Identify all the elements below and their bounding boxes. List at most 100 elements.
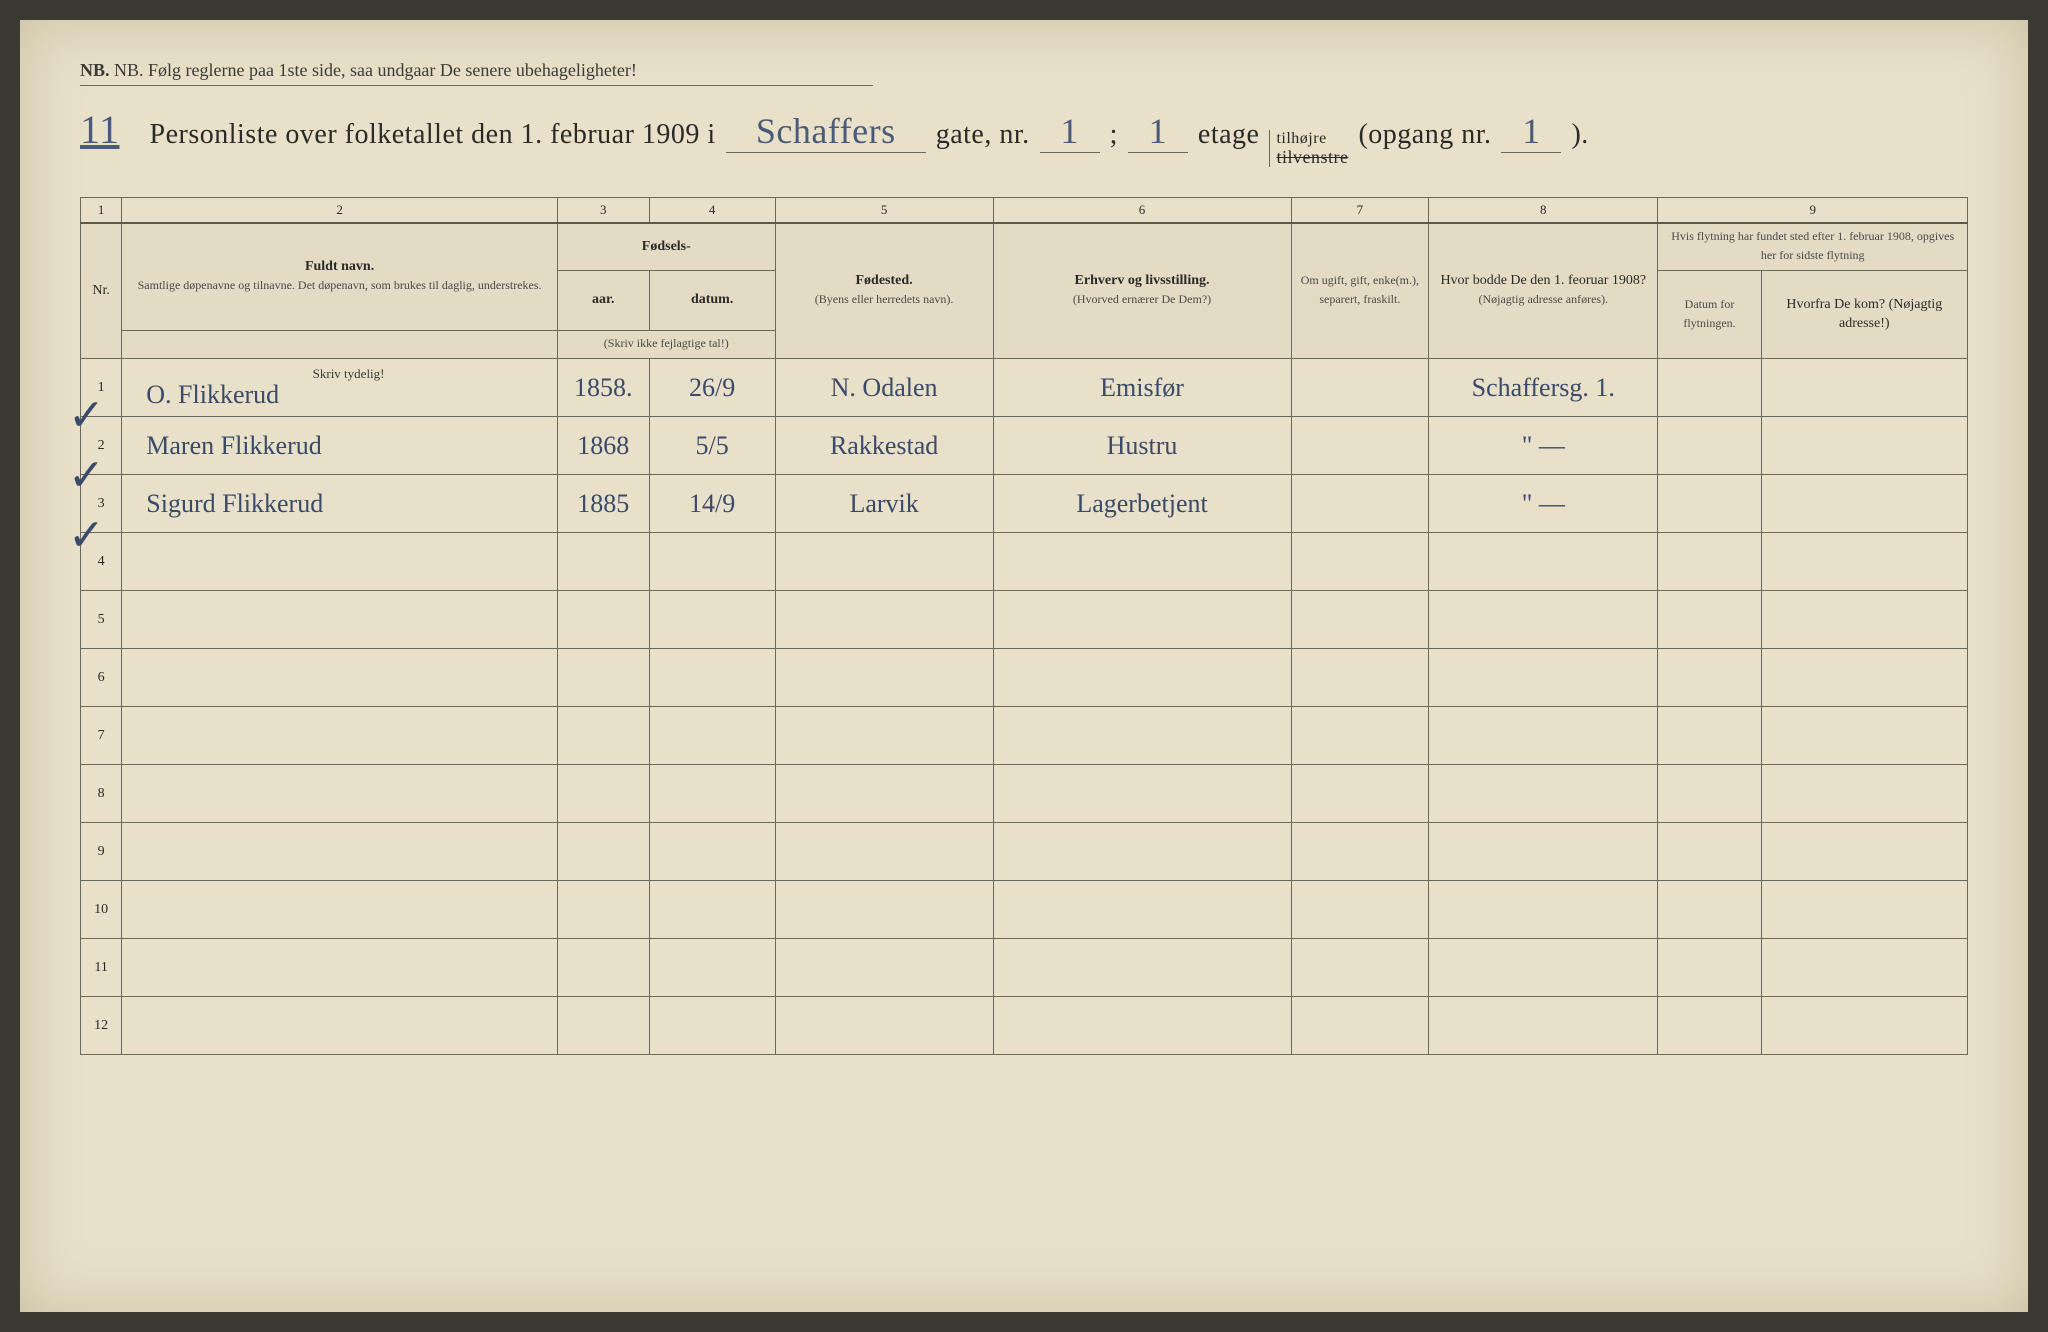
hdr-name-sub: Samtlige døpenavne og tilnavne. Det døpe… [138, 278, 542, 292]
cell-bodde [1429, 533, 1658, 591]
colnum-4: 4 [649, 198, 775, 224]
cell-datum [649, 591, 775, 649]
cell-civil [1291, 591, 1429, 649]
cell-fodested: N. Odalen [775, 359, 993, 417]
cell-name [122, 533, 558, 591]
hdr-datum-b: datum. [691, 292, 733, 307]
cell-nr: 10 [81, 881, 122, 939]
cell-flydat [1658, 417, 1761, 475]
tick-mark: ✓ [68, 390, 105, 441]
cell-datum [649, 533, 775, 591]
hdr-bodde-text: Hvor bodde De den 1. feoruar 1908? [1440, 273, 1646, 288]
colnum-1: 1 [81, 198, 122, 224]
cell-datum: 5/5 [649, 417, 775, 475]
colnum-9: 9 [1658, 198, 1968, 224]
cell-flyfra [1761, 475, 1967, 533]
cell-fodested [775, 823, 993, 881]
cell-fodested [775, 533, 993, 591]
colnum-row: 1 2 3 4 5 6 7 8 9 [81, 198, 1968, 224]
table-row: 8 [81, 765, 1968, 823]
table-row: 5 [81, 591, 1968, 649]
colnum-6: 6 [993, 198, 1291, 224]
cell-nr: 6 [81, 649, 122, 707]
cell-fodested [775, 939, 993, 997]
cell-flyfra [1761, 939, 1967, 997]
cell-aar [557, 997, 649, 1055]
colnum-2: 2 [122, 198, 558, 224]
cell-flyfra [1761, 823, 1967, 881]
cell-flyfra [1761, 765, 1967, 823]
cell-bodde: " — [1429, 417, 1658, 475]
semicolon: ; [1110, 119, 1118, 151]
cell-civil [1291, 765, 1429, 823]
table-head: 1 2 3 4 5 6 7 8 9 Nr. Fuldt navn. Samtli… [81, 198, 1968, 359]
hdr-erhverv-sub: (Hvorved ernærer De Dem?) [1073, 292, 1211, 306]
cell-aar: 1885 [557, 475, 649, 533]
cell-erhverv: Emisfør [993, 359, 1291, 417]
census-table: 1 2 3 4 5 6 7 8 9 Nr. Fuldt navn. Samtli… [80, 197, 1968, 1055]
hdr-bodde-sub: (Nøjagtig adresse anføres). [1478, 292, 1608, 306]
cell-flyfra [1761, 533, 1967, 591]
cell-civil [1291, 881, 1429, 939]
tick-mark: ✓ [68, 450, 105, 501]
cell-erhverv [993, 533, 1291, 591]
hdr-erhverv-b: Erhverv og livsstilling. [1075, 273, 1210, 288]
hdr-civil-text: Om ugift, gift, enke(m.), separert, fras… [1301, 273, 1419, 306]
hdr-flyfra-text: Hvorfra De kom? (Nøjagtig adresse!) [1786, 297, 1942, 331]
cell-aar: 1858. [557, 359, 649, 417]
cell-civil [1291, 533, 1429, 591]
hdr-flyfra: Hvorfra De kom? (Nøjagtig adresse!) [1761, 271, 1967, 359]
cell-civil [1291, 417, 1429, 475]
hdr-fodested: Fødested. (Byens eller herredets navn). [775, 223, 993, 358]
hdr-aar: aar. [557, 271, 649, 331]
hdr-name-spacer [122, 331, 558, 359]
cell-flyfra [1761, 707, 1967, 765]
cell-flyfra [1761, 881, 1967, 939]
cell-bodde [1429, 939, 1658, 997]
cell-erhverv: Hustru [993, 417, 1291, 475]
hdr-flyt-top: Hvis flytning har fundet sted efter 1. f… [1658, 223, 1968, 270]
gate-label: gate, nr. [936, 119, 1030, 151]
cell-flydat [1658, 533, 1761, 591]
cell-datum [649, 939, 775, 997]
cell-flydat [1658, 707, 1761, 765]
cell-aar [557, 533, 649, 591]
street-hand: Schaffers [726, 110, 926, 153]
cell-aar [557, 823, 649, 881]
cell-name: Skriv tydelig!O. Flikkerud [122, 359, 558, 417]
cell-erhverv [993, 881, 1291, 939]
title-row: 11 Personliste over folketallet den 1. f… [80, 106, 1968, 167]
colnum-7: 7 [1291, 198, 1429, 224]
tick-mark: ✓ [68, 510, 105, 561]
cell-aar: 1868 [557, 417, 649, 475]
colnum-8: 8 [1429, 198, 1658, 224]
cell-name [122, 765, 558, 823]
cell-flyfra [1761, 359, 1967, 417]
side-bottom: tilvenstre [1276, 148, 1348, 168]
cell-flyfra [1761, 417, 1967, 475]
cell-fodested [775, 649, 993, 707]
nb-notice: NB. NB. Følg reglerne paa 1ste side, saa… [80, 60, 873, 86]
cell-fodested [775, 591, 993, 649]
cell-erhverv [993, 707, 1291, 765]
table-body: 1Skriv tydelig!O. Flikkerud1858.26/9N. O… [81, 359, 1968, 1055]
table-row: 4 [81, 533, 1968, 591]
header-row-1: Nr. Fuldt navn. Samtlige døpenavne og ti… [81, 223, 1968, 270]
hdr-flydat-text: Datum for flytningen. [1683, 297, 1735, 330]
cell-nr: 12 [81, 997, 122, 1055]
table-row: 9 [81, 823, 1968, 881]
cell-datum [649, 997, 775, 1055]
cell-erhverv [993, 649, 1291, 707]
hdr-name: Fuldt navn. Samtlige døpenavne og tilnav… [122, 223, 558, 330]
cell-name [122, 939, 558, 997]
cell-civil [1291, 649, 1429, 707]
cell-name [122, 649, 558, 707]
hdr-erhverv: Erhverv og livsstilling. (Hvorved ernære… [993, 223, 1291, 358]
cell-flydat [1658, 939, 1761, 997]
cell-civil [1291, 823, 1429, 881]
hdr-aar-b: aar. [592, 292, 614, 307]
cell-aar [557, 939, 649, 997]
cell-datum: 14/9 [649, 475, 775, 533]
cell-fodested: Larvik [775, 475, 993, 533]
cell-bodde [1429, 765, 1658, 823]
